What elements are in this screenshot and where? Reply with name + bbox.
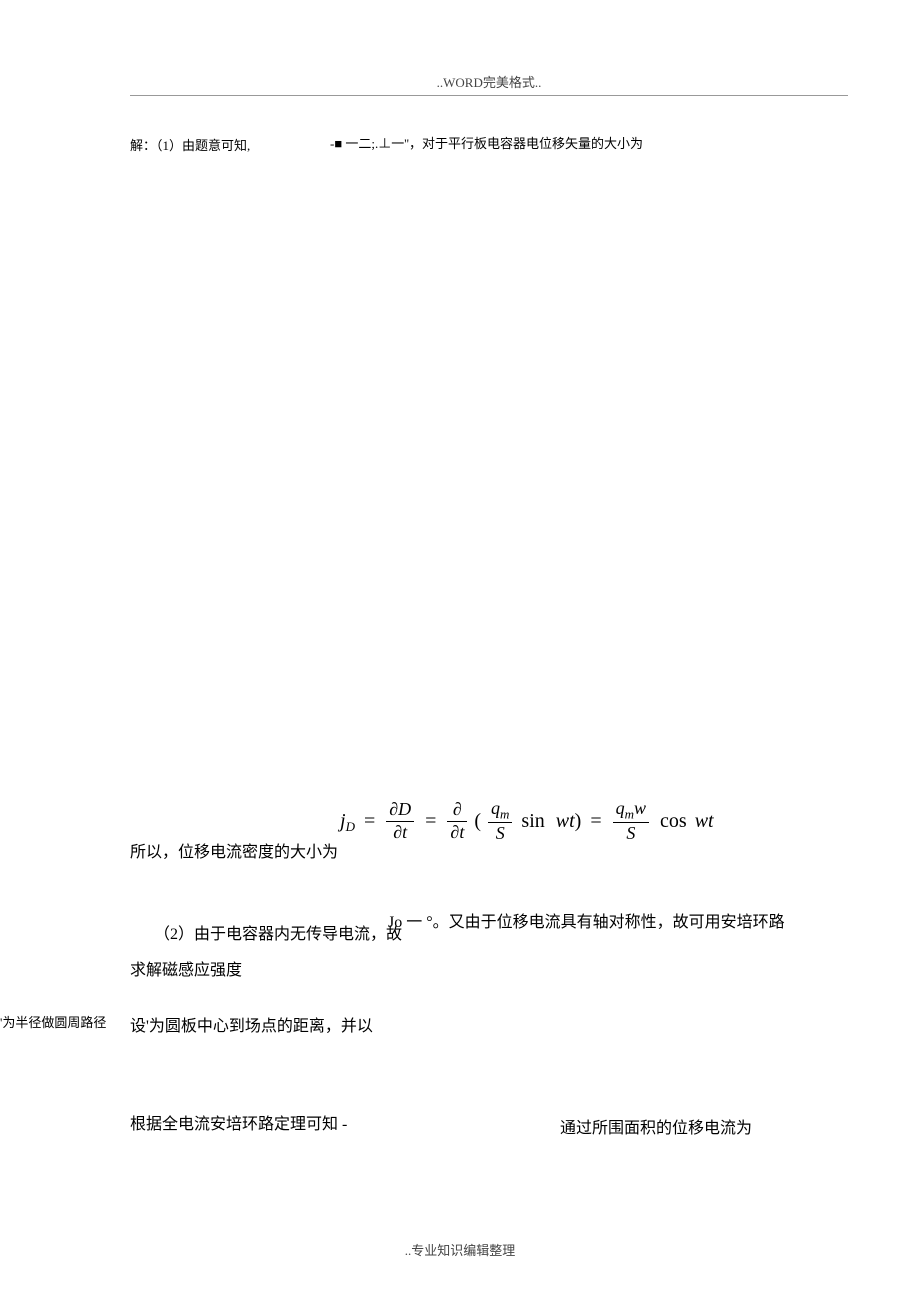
frac-num-1: ∂D xyxy=(386,799,414,822)
frac-qmw-S: qmw S xyxy=(613,798,649,845)
solution-opening: 解：（1）由题意可知, xyxy=(130,136,250,157)
through-area-text: 通过所围面积的位移电流为 xyxy=(560,1120,752,1137)
page: ..WORD完美格式.. 解：（1）由题意可知, -■ 一二;.⊥一''，对于平… xyxy=(0,0,920,1303)
wt-2: wt xyxy=(695,810,714,832)
setup-text: 设'为圆板中心到场点的距离，并以 xyxy=(130,1018,373,1035)
frac-num-3: qm xyxy=(488,798,512,823)
left-margin-fragment: '为半径做圆周路径 xyxy=(0,1012,106,1031)
solve-b-text: 求解磁感应强度 xyxy=(130,962,242,979)
rparen: ) xyxy=(575,810,582,832)
solution-opening-right: -■ 一二;.⊥一''，对于平行板电容器电位移矢量的大小为 xyxy=(330,134,643,155)
eq-equals-1: = xyxy=(364,810,375,832)
footer-text: ..专业知识编辑整理 xyxy=(405,1243,516,1258)
sin: sin xyxy=(521,810,544,832)
cos: cos xyxy=(660,810,687,832)
frac-qm-S: qm S xyxy=(488,798,512,845)
solution-text: 解：（1）由题意可知, xyxy=(130,138,250,153)
part2-right-text: Jo 一 °。又由于位移电流具有轴对称性，故可用安培环路 xyxy=(388,914,785,931)
header-text: ..WORD完美格式.. xyxy=(437,75,542,90)
eq-equals-2: = xyxy=(425,810,436,832)
left-margin-text: '为半径做圆周路径 xyxy=(0,1015,106,1030)
frac-d-dt: ∂ ∂t xyxy=(447,799,467,843)
ampere-law-line: 根据全电流安培环路定理可知 - xyxy=(130,1110,347,1134)
frac-den-1: ∂t xyxy=(386,822,414,844)
therefore-text: 所以，位移电流密度的大小为 xyxy=(130,844,338,861)
part2-continuation: Jo 一 °。又由于位移电流具有轴对称性，故可用安培环路 xyxy=(388,908,785,932)
ampere-law-text: 根据全电流安培环路定理可知 - xyxy=(130,1116,347,1133)
frac-den-3: S xyxy=(488,823,512,845)
frac-num-2: ∂ xyxy=(447,799,467,822)
wt-1: wt xyxy=(556,810,575,832)
frac-den-2: ∂t xyxy=(447,822,467,844)
therefore-line: 所以，位移电流密度的大小为 xyxy=(130,838,338,862)
page-footer: ..专业知识编辑整理 xyxy=(0,1240,920,1259)
page-header: ..WORD完美格式.. xyxy=(130,72,848,96)
solution-right-text: -■ 一二;.⊥一''，对于平行板电容器电位移矢量的大小为 xyxy=(330,136,643,151)
eq-j-sub: D xyxy=(346,819,355,834)
solve-b-line: 求解磁感应强度 xyxy=(130,956,242,980)
frac-dD-dt: ∂D ∂t xyxy=(386,799,414,843)
eq-equals-3: = xyxy=(590,810,601,832)
part2-left-text: （2）由于电容器内无传导电流，故 xyxy=(154,926,402,943)
frac-num-4: qmw xyxy=(613,798,649,823)
setup-line: 设'为圆板中心到场点的距离，并以 xyxy=(130,1012,373,1036)
lparen: ( xyxy=(474,810,481,832)
displacement-current-equation: jD = ∂D ∂t = ∂ ∂t ( qm S sin wt) = qmw S… xyxy=(340,798,714,845)
through-area-line: 通过所围面积的位移电流为 xyxy=(560,1114,752,1138)
frac-den-4: S xyxy=(613,823,649,845)
part2-opening: （2）由于电容器内无传导电流，故 xyxy=(154,920,402,944)
